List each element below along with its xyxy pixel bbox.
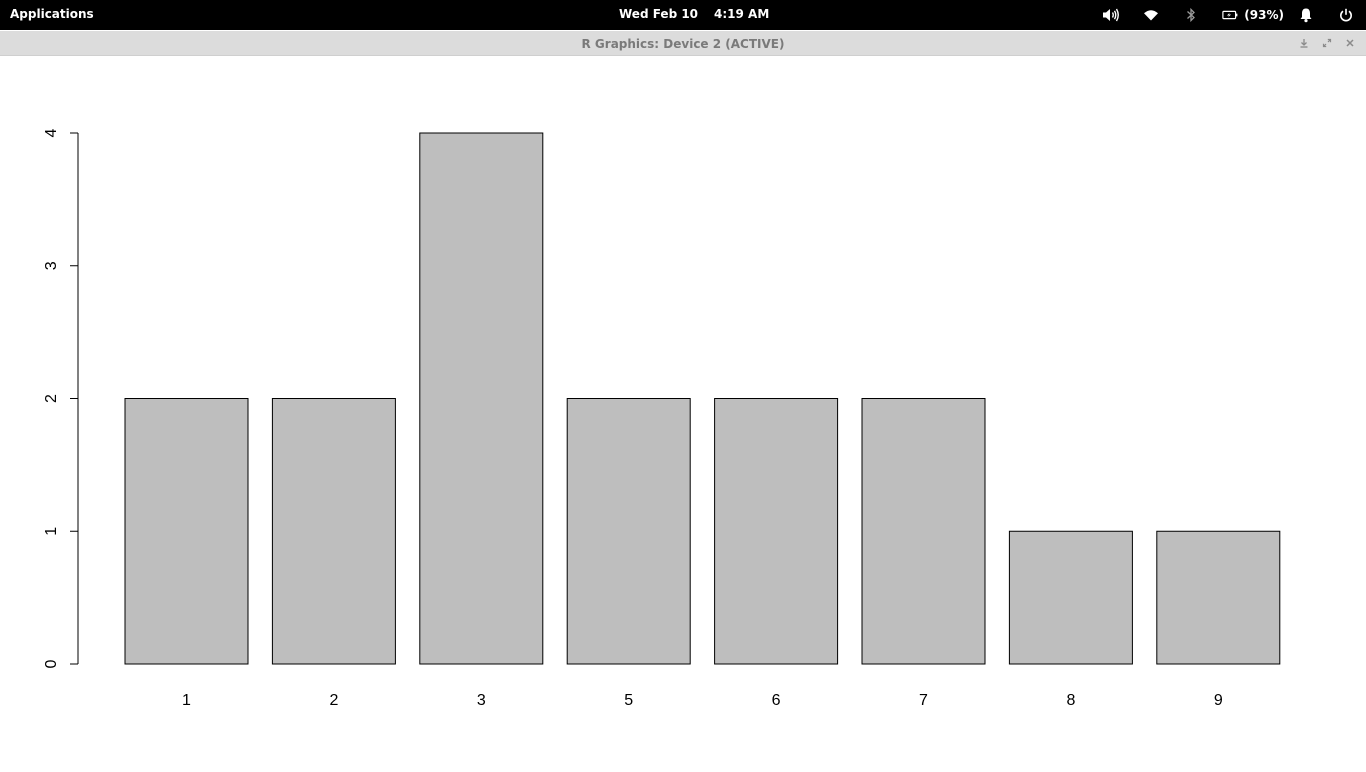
r-graphics-plot-area: 0 1 2 3 4 1 2 3 5 6 7 8 9 xyxy=(0,56,1366,768)
close-icon[interactable] xyxy=(1343,36,1357,50)
bar-1 xyxy=(124,398,249,665)
y-tick-label: 4 xyxy=(43,128,60,137)
clock-date: Wed Feb 10 xyxy=(619,7,699,21)
bar-3 xyxy=(419,132,544,665)
bar-9 xyxy=(1156,530,1281,665)
bar-6 xyxy=(714,398,839,665)
bar-7 xyxy=(861,398,986,665)
x-tick-label: 9 xyxy=(1214,692,1223,709)
power-icon[interactable] xyxy=(1337,5,1355,25)
x-tick-label: 7 xyxy=(919,692,928,709)
bar-2 xyxy=(271,398,396,665)
bluetooth-icon[interactable] xyxy=(1183,5,1199,25)
x-tick-label: 5 xyxy=(624,692,633,709)
notification-bell-icon[interactable] xyxy=(1297,5,1315,25)
y-axis: 0 1 2 3 4 xyxy=(43,128,79,668)
clock[interactable]: Wed Feb 10 4:19 AM xyxy=(619,7,769,21)
y-tick-label: 3 xyxy=(43,261,60,270)
minimize-icon[interactable] xyxy=(1297,36,1311,50)
maximize-icon[interactable] xyxy=(1320,36,1334,50)
bar-8 xyxy=(1008,530,1133,665)
clock-time: 4:19 AM xyxy=(714,7,770,21)
window-title: R Graphics: Device 2 (ACTIVE) xyxy=(581,37,785,51)
y-tick-label: 1 xyxy=(43,527,60,536)
battery-icon xyxy=(1222,10,1238,20)
x-tick-label: 8 xyxy=(1066,692,1075,709)
x-tick-labels: 1 2 3 5 6 7 8 9 xyxy=(182,692,1223,709)
bar-5 xyxy=(566,398,691,665)
window-titlebar[interactable]: R Graphics: Device 2 (ACTIVE) xyxy=(0,31,1366,56)
x-tick-label: 3 xyxy=(477,692,486,709)
x-tick-label: 2 xyxy=(329,692,338,709)
x-tick-label: 6 xyxy=(772,692,781,709)
wifi-icon[interactable] xyxy=(1141,5,1161,25)
bar-chart: 0 1 2 3 4 1 2 3 5 6 7 8 9 xyxy=(43,128,1281,709)
y-tick-label: 0 xyxy=(43,659,60,668)
volume-icon[interactable] xyxy=(1100,5,1122,25)
bars-group xyxy=(124,132,1281,665)
applications-menu[interactable]: Applications xyxy=(10,7,94,21)
x-tick-label: 1 xyxy=(182,692,191,709)
y-tick-label: 2 xyxy=(43,394,60,403)
battery-percent: (93%) xyxy=(1244,8,1284,22)
top-panel: Applications Wed Feb 10 4:19 AM (93%) xyxy=(0,0,1366,30)
battery-indicator[interactable]: (93%) xyxy=(1222,5,1284,25)
